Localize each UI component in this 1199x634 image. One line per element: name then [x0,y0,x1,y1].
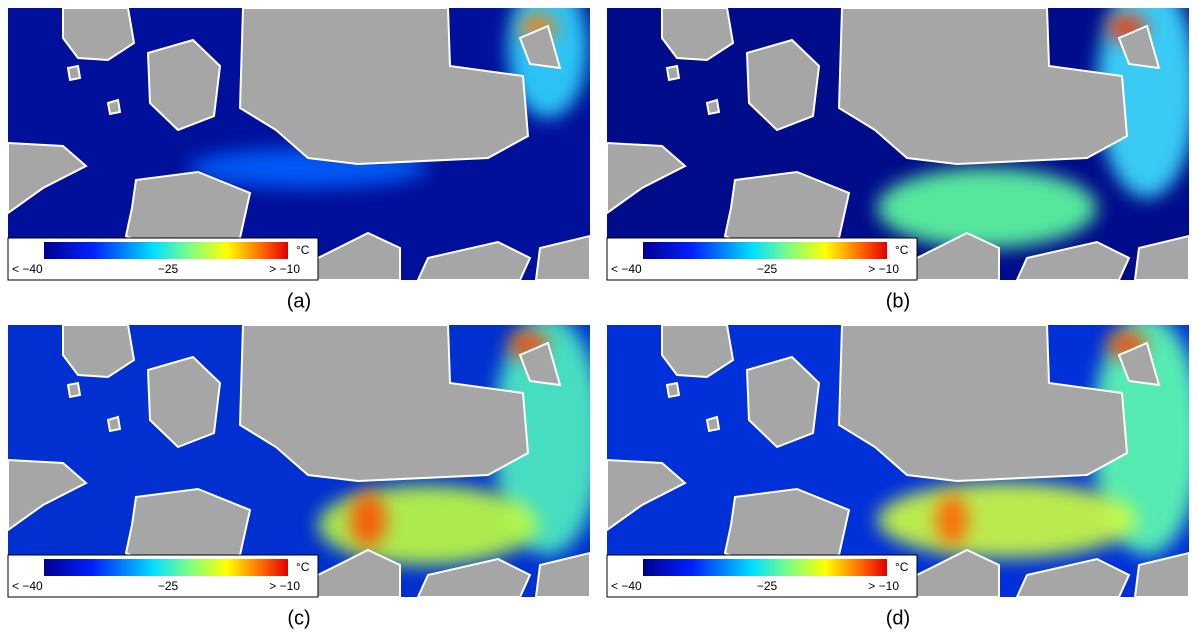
panel-label: (a) [287,290,311,312]
land [705,415,721,433]
land [665,64,681,82]
land [106,415,122,433]
map-panel: °C < −40 −25 > −10 [7,8,590,281]
land [66,64,82,82]
land [146,38,222,132]
colorbar-unit: °C [895,560,909,574]
temperature-area [936,494,968,546]
land [837,325,1129,483]
temperature-area [1097,8,1189,198]
colorbar-label: > −10 [868,579,899,593]
land [745,355,821,449]
map [8,8,590,280]
colorbar-label: −25 [757,262,778,276]
land [416,240,532,280]
land [1117,24,1161,70]
colorbar [643,242,887,259]
land [745,38,821,132]
land [1015,240,1131,280]
land [106,98,122,116]
panel-label: (b) [886,290,910,312]
panel-label: (d) [886,607,910,629]
land [534,234,590,280]
land [837,8,1129,166]
temperature-area [1092,325,1189,555]
land [534,551,590,597]
temperature-area [350,492,386,548]
colorbar-label: −25 [158,579,179,593]
land [607,458,687,532]
land [518,341,562,387]
land [518,24,562,70]
land [607,141,687,215]
land [8,141,88,215]
land [1117,341,1161,387]
map-panel: °C < −40 −25 > −10 [7,325,590,598]
colorbar-label: > −10 [868,262,899,276]
land [66,381,82,399]
colorbar-label: < −40 [12,579,43,593]
land [705,98,721,116]
colorbar-label: < −40 [611,262,642,276]
colorbar-unit: °C [895,243,909,257]
colorbar-label: > −10 [269,579,300,593]
map-panel: °C < −40 −25 > −10 [606,8,1189,281]
colorbar-label: < −40 [611,579,642,593]
land [665,381,681,399]
colorbar-unit: °C [296,243,310,257]
colorbar-label: −25 [158,262,179,276]
temperature-area [877,168,1097,248]
land [62,8,136,62]
land [146,355,222,449]
map [8,325,590,597]
map-panel: °C < −40 −25 > −10 [606,325,1189,598]
land [661,325,735,379]
land [238,8,530,166]
land [1015,557,1131,597]
colorbar-label: > −10 [269,262,300,276]
land [661,8,735,62]
land [8,458,88,532]
colorbar [44,559,288,576]
colorbar-unit: °C [296,560,310,574]
temperature-area [877,482,1137,558]
colorbar-label: −25 [757,579,778,593]
land [238,325,530,483]
land [62,325,136,379]
land [416,557,532,597]
colorbar [643,559,887,576]
colorbar-label: < −40 [12,262,43,276]
map [607,8,1189,280]
land [1133,234,1189,280]
panel-label: (c) [287,607,310,629]
temperature-area [493,325,590,555]
land [1133,551,1189,597]
colorbar [44,242,288,259]
